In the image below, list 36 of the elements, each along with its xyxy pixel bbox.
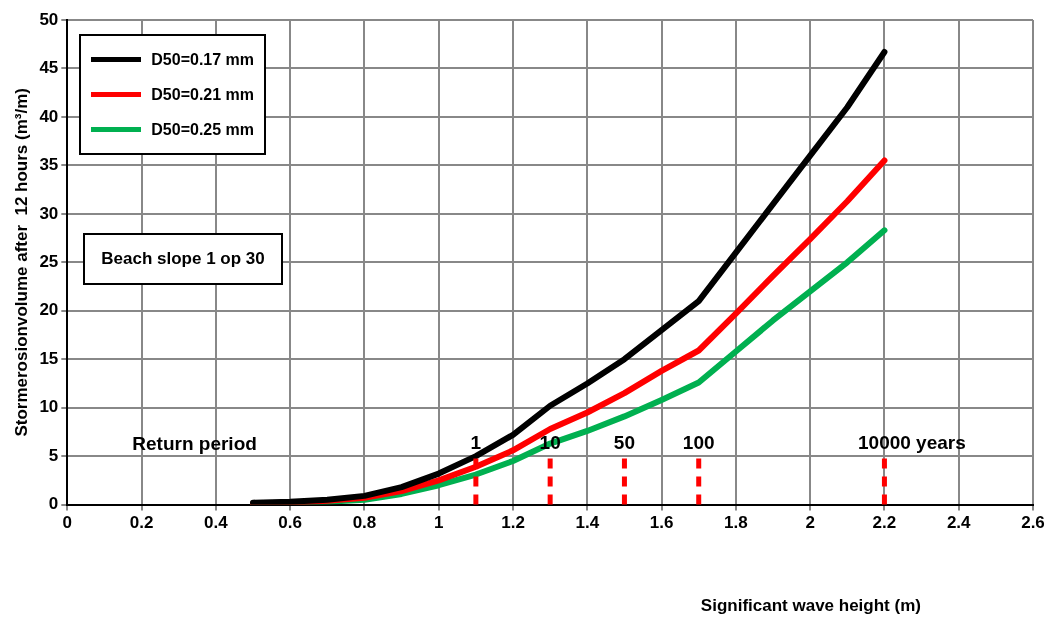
x-tick-label: 0.6 bbox=[278, 513, 302, 533]
y-tick-label: 5 bbox=[48, 445, 59, 465]
x-tick-label: 0.2 bbox=[129, 513, 154, 533]
x-tick-label: 1.4 bbox=[575, 513, 600, 533]
x-axis-title: Significant wave height (m) bbox=[700, 596, 921, 616]
x-tick-label: 0.8 bbox=[352, 513, 377, 533]
x-tick-label: 2.4 bbox=[946, 513, 972, 533]
y-tick-label: 30 bbox=[39, 203, 59, 223]
y-tick-label: 10 bbox=[39, 397, 59, 417]
annotation: Beach slope 1 op 30 bbox=[83, 233, 283, 286]
y-tick-label: 0 bbox=[48, 494, 59, 514]
x-tick-label: 1.6 bbox=[649, 513, 674, 533]
legend-label: D50=0.21 mm bbox=[151, 85, 255, 104]
y-tick-label: 40 bbox=[39, 106, 59, 126]
annotation: 100 bbox=[682, 432, 715, 455]
annotation: Return period bbox=[132, 432, 257, 455]
x-tick-label: 1.8 bbox=[724, 513, 748, 533]
x-tick-label: 0 bbox=[62, 513, 73, 533]
legend-label: D50=0.17 mm bbox=[151, 50, 255, 69]
x-tick-label: 1 bbox=[433, 513, 444, 533]
x-tick-label: 0.4 bbox=[204, 513, 229, 533]
annotation: 50 bbox=[613, 432, 635, 455]
y-tick-label: 25 bbox=[39, 251, 59, 271]
legend-label: D50=0.25 mm bbox=[151, 120, 255, 139]
x-tick-label: 1.2 bbox=[501, 513, 525, 533]
y-tick-label: 45 bbox=[39, 58, 59, 78]
x-tick-label: 2 bbox=[805, 513, 815, 533]
y-tick-label: 20 bbox=[39, 300, 59, 320]
y-tick-label: 35 bbox=[39, 155, 59, 175]
annotation: 1 bbox=[470, 432, 482, 455]
x-tick-label: 2.2 bbox=[872, 513, 897, 533]
y-tick-label: 15 bbox=[39, 348, 59, 368]
y-tick-label: 50 bbox=[39, 9, 59, 29]
x-tick-label: 2.6 bbox=[1021, 513, 1045, 533]
y-axis-title: Stormerosionvolume after 12 hours (m³/m) bbox=[11, 88, 31, 437]
annotation: 10000 years bbox=[858, 432, 966, 455]
